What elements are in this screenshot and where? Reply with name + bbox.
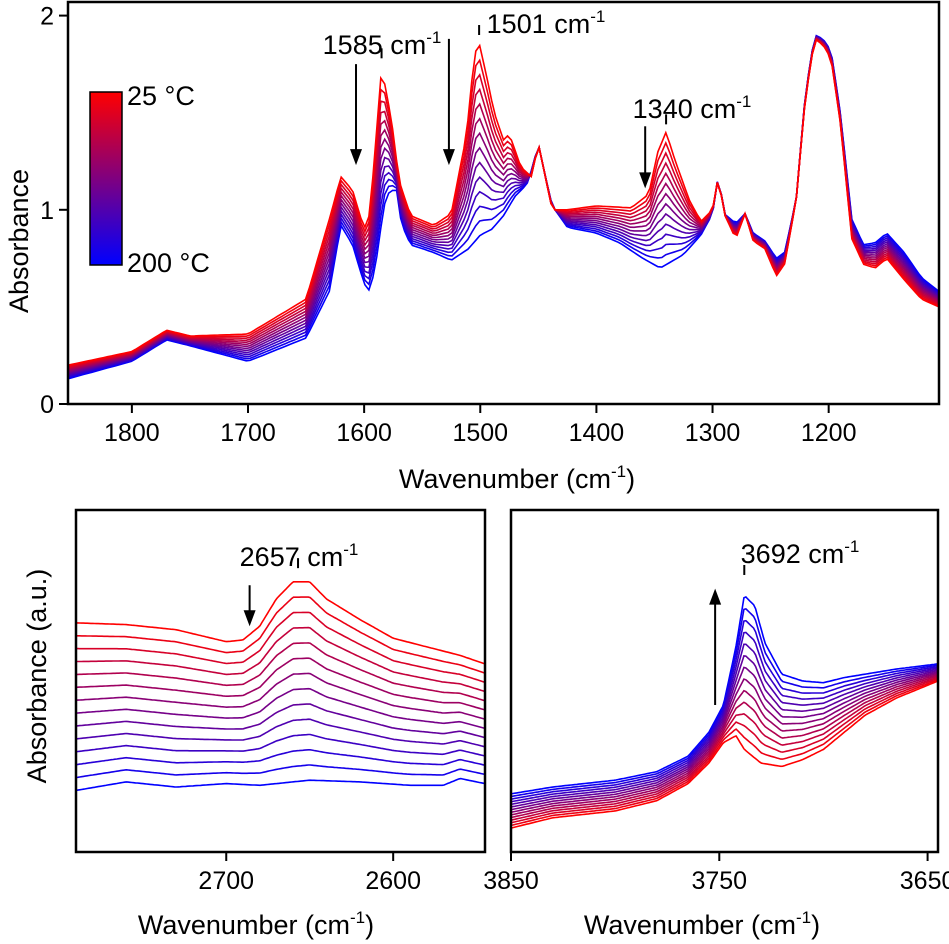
x-tick-label: 1300 — [685, 419, 741, 447]
annotation-3692-arrow — [709, 588, 722, 705]
spectrum-line — [76, 611, 485, 684]
spectrum-line — [76, 581, 485, 665]
spectrum-line — [68, 35, 939, 377]
spectrum-line — [76, 718, 485, 748]
arrow-head — [442, 149, 455, 166]
x-tick-label: 2700 — [198, 867, 254, 895]
colorbar-top-label: 25 °C — [127, 81, 195, 111]
spectrum-line — [76, 596, 485, 674]
spectrum-line — [68, 34, 939, 380]
spectrum-line — [76, 764, 485, 779]
x-tick-label: 3750 — [691, 867, 747, 895]
top-spectra-group — [68, 34, 939, 380]
x-tick-label: 1600 — [336, 419, 392, 447]
spectrum-line — [511, 676, 938, 821]
spectrum-line — [76, 749, 485, 766]
top-x-ticks: 1800 1700 1600 1500 1400 1300 1200 — [104, 404, 856, 447]
spectrum-line — [511, 608, 938, 798]
annotation-1340: 1340 cm-1 — [633, 92, 752, 189]
x-tick-label: 1500 — [452, 419, 508, 447]
x-tick-label: 1400 — [569, 419, 625, 447]
bottom-right-x-axis-label: Wavenumber (cm-1) — [584, 908, 820, 940]
spectrum-line — [76, 672, 485, 720]
bottom-right-spectra-group — [511, 596, 938, 829]
y-tick-label: 0 — [40, 391, 54, 419]
bottom-right-panel: 3850 3750 3650 Wavenumber (cm-1) 3692 cm-1 — [483, 508, 949, 940]
annotation-1340-label: 1340 cm-1 — [633, 92, 752, 124]
spectrum-line — [511, 674, 938, 819]
annotation-3692: 3692 cm-1 — [709, 537, 859, 705]
annotation-1501-arrow — [442, 38, 455, 166]
top-y-axis-label: Absorbance — [4, 169, 34, 313]
bottom-right-plot-frame — [509, 508, 940, 854]
annotation-1585-label: 1585 cm-1 — [323, 28, 442, 60]
temperature-colorbar — [89, 91, 123, 266]
annotation-1501: 1501 cm-1 — [442, 7, 606, 166]
spectrum-line — [511, 619, 938, 800]
x-tick-label: 3650 — [900, 867, 949, 895]
spectrum-line — [511, 673, 938, 816]
spectrum-line — [68, 38, 939, 366]
annotation-1585: 1585 cm-1 — [323, 28, 442, 166]
top-panel: 1800 1700 1600 1500 1400 1300 1200 0 1 2 Wavenum… — [4, 0, 941, 494]
spectrum-line — [68, 35, 939, 376]
bottom-left-plot-frame — [74, 508, 487, 854]
colorbar-bottom-label: 200 °C — [127, 248, 210, 278]
arrow-head — [709, 588, 722, 605]
spectrum-line — [76, 626, 485, 693]
spectrum-line — [68, 34, 939, 379]
annotation-1501-label: 1501 cm-1 — [487, 7, 606, 39]
spectrum-line — [511, 666, 938, 811]
x-tick-label: 1800 — [104, 419, 160, 447]
annotation-1585-arrow — [350, 64, 363, 166]
x-tick-label: 1200 — [801, 419, 857, 447]
y-tick-label: 2 — [40, 3, 54, 31]
bottom-left-spectra-group — [76, 581, 485, 792]
y-tick-label: 1 — [40, 197, 54, 225]
spectrum-line — [68, 36, 939, 374]
spectrum-line — [511, 655, 938, 808]
spectrum-line — [76, 703, 485, 739]
x-tick-label: 2600 — [365, 867, 421, 895]
spectrum-line — [76, 642, 485, 702]
bottom-left-panel: 2700 2600 Wavenumber (cm-1) Absorbance (a… — [22, 508, 487, 940]
arrow-head — [243, 610, 256, 627]
arrow-head — [350, 149, 363, 166]
bottom-left-x-axis-label: Wavenumber (cm-1) — [138, 908, 374, 940]
top-x-axis-label: Wavenumber (cm-1) — [399, 462, 635, 494]
spectrum-line — [511, 677, 938, 824]
top-plot-frame — [66, 0, 941, 406]
x-tick-label: 3850 — [483, 867, 539, 895]
annotation-2657-label: 2657 cm-1 — [240, 540, 359, 572]
top-y-ticks: 0 1 2 — [40, 3, 68, 419]
spectrum-line — [511, 672, 938, 814]
spectrum-line — [76, 687, 485, 730]
bottom-left-y-axis-label: Absorbance (a.u.) — [22, 569, 52, 784]
spectrum-line — [76, 733, 485, 757]
bottom-left-x-ticks: 2700 2600 — [198, 852, 421, 895]
spectrum-line — [68, 35, 939, 378]
annotation-3692-label: 3692 cm-1 — [741, 537, 860, 569]
spectrum-line — [511, 680, 938, 829]
bottom-right-x-ticks: 3850 3750 3650 — [483, 852, 949, 895]
spectrum-line — [511, 631, 938, 803]
spectrum-line — [511, 643, 938, 806]
annotation-2657-arrow — [243, 585, 256, 627]
spectrum-line — [68, 36, 939, 375]
spectrum-line — [511, 678, 938, 827]
arrow-head — [639, 172, 652, 189]
x-tick-label: 1700 — [220, 419, 276, 447]
spectrum-line — [76, 777, 485, 792]
spectrum-line — [76, 657, 485, 711]
annotation-1340-arrow — [639, 126, 652, 189]
annotation-2657: 2657 cm-1 — [240, 540, 359, 627]
